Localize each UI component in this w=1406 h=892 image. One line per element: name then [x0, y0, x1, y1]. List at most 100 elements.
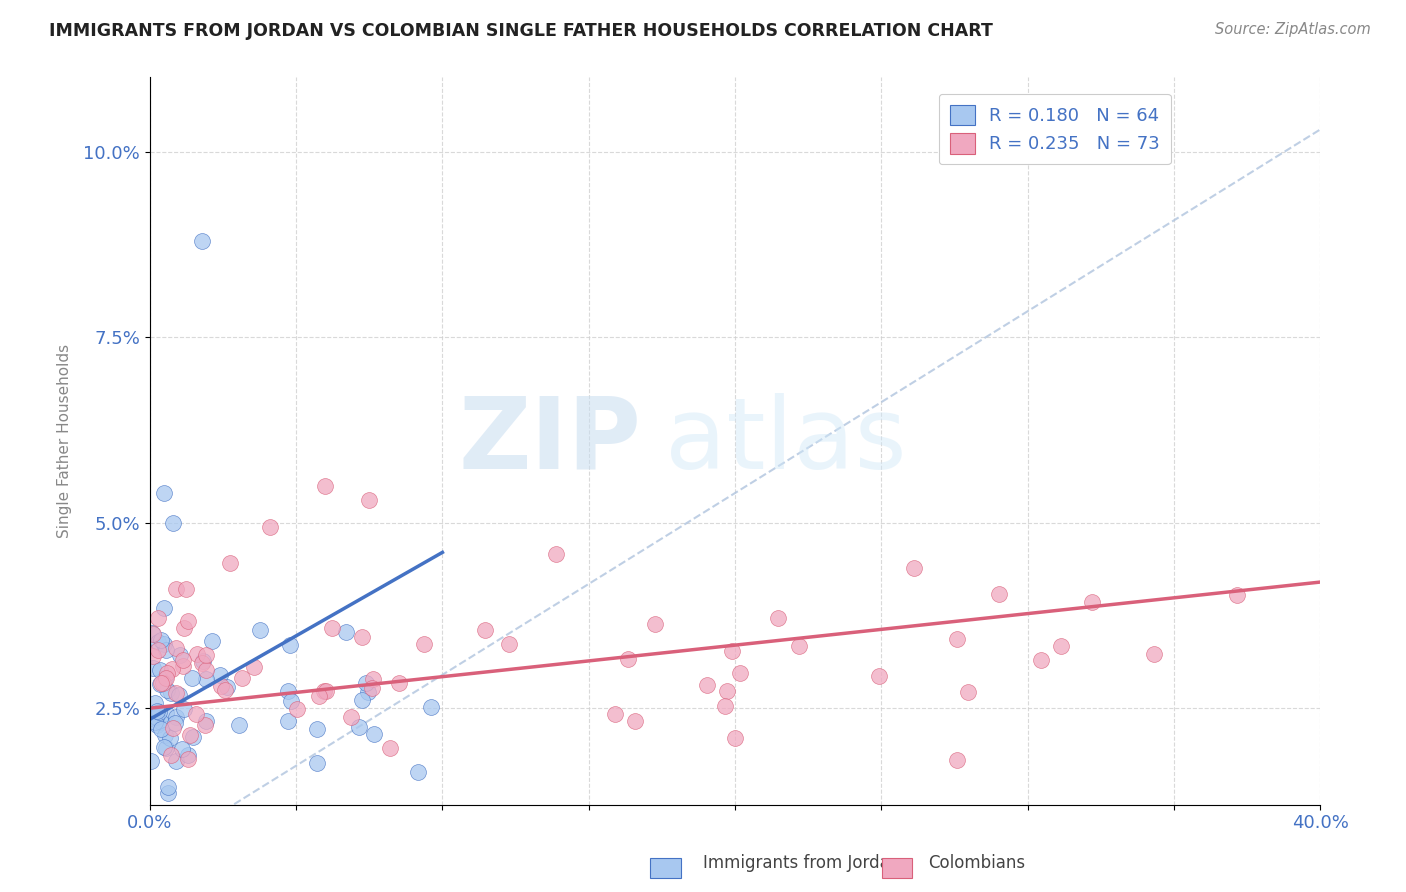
Point	[160, 663, 183, 677]
Point	[149, 677, 172, 691]
Point	[194, 672, 217, 686]
Point	[186, 648, 208, 662]
Point	[162, 721, 184, 735]
Point	[696, 678, 718, 692]
Point	[181, 730, 204, 744]
Point	[159, 747, 181, 762]
Point	[195, 648, 218, 663]
Point	[354, 676, 377, 690]
Point	[153, 727, 176, 741]
Text: Immigrants from Jordan: Immigrants from Jordan	[703, 855, 900, 872]
Point	[149, 723, 172, 737]
Point	[146, 718, 169, 732]
Point	[413, 638, 436, 652]
Point	[184, 707, 207, 722]
Point	[305, 722, 328, 736]
Point	[169, 648, 191, 662]
Point	[945, 753, 967, 767]
Point	[141, 754, 163, 768]
Point	[1143, 647, 1166, 661]
Point	[177, 747, 200, 762]
Point	[768, 611, 790, 625]
Point	[148, 705, 170, 719]
Point	[1049, 639, 1071, 653]
Point	[1080, 595, 1102, 609]
Point	[1226, 589, 1249, 603]
Point	[173, 621, 195, 635]
Point	[347, 720, 370, 734]
Point	[162, 516, 184, 530]
Point	[946, 632, 969, 646]
Point	[219, 556, 242, 570]
Point	[195, 714, 218, 728]
Point	[139, 711, 162, 725]
Point	[498, 637, 520, 651]
Text: IMMIGRANTS FROM JORDAN VS COLOMBIAN SINGLE FATHER HOUSEHOLDS CORRELATION CHART: IMMIGRANTS FROM JORDAN VS COLOMBIAN SING…	[49, 22, 993, 40]
Point	[153, 637, 176, 651]
Point	[728, 665, 751, 680]
Point	[149, 676, 172, 690]
Point	[157, 780, 180, 795]
Point	[616, 652, 638, 666]
Point	[357, 684, 380, 698]
Point	[141, 625, 163, 640]
Point	[142, 661, 165, 675]
Point	[191, 234, 214, 248]
Point	[406, 765, 429, 780]
Point	[214, 682, 236, 697]
Point	[174, 582, 197, 597]
Point	[195, 663, 218, 677]
Point	[544, 547, 567, 561]
Text: ZIP: ZIP	[458, 392, 641, 490]
Y-axis label: Single Father Households: Single Father Households	[58, 344, 72, 538]
Text: Colombians: Colombians	[928, 855, 1025, 872]
Point	[143, 714, 166, 729]
Point	[172, 742, 194, 756]
Point	[146, 704, 169, 718]
Point	[145, 710, 167, 724]
Point	[155, 643, 177, 657]
Point	[314, 478, 336, 492]
Point	[363, 726, 385, 740]
Point	[603, 706, 626, 721]
Point	[156, 682, 179, 697]
Point	[721, 644, 744, 658]
Point	[148, 611, 170, 625]
Point	[314, 683, 336, 698]
Point	[388, 676, 411, 690]
Point	[191, 657, 214, 671]
Point	[152, 675, 174, 690]
Point	[194, 718, 217, 732]
Point	[259, 520, 281, 534]
Point	[142, 649, 165, 664]
Point	[231, 671, 253, 685]
Point	[277, 714, 299, 728]
Point	[307, 756, 329, 771]
Point	[208, 668, 231, 682]
Point	[193, 654, 215, 668]
Point	[956, 685, 979, 699]
Text: atlas: atlas	[665, 392, 907, 490]
Point	[787, 639, 810, 653]
Point	[181, 671, 204, 685]
Point	[177, 615, 200, 629]
Point	[360, 681, 382, 695]
Point	[644, 616, 666, 631]
Point	[352, 693, 374, 707]
Point	[215, 680, 238, 694]
Point	[724, 731, 747, 745]
Legend: R = 0.180   N = 64, R = 0.235   N = 73: R = 0.180 N = 64, R = 0.235 N = 73	[939, 94, 1171, 164]
Point	[903, 561, 925, 575]
Point	[335, 624, 357, 639]
Point	[285, 702, 308, 716]
Point	[361, 672, 384, 686]
Text: Source: ZipAtlas.com: Source: ZipAtlas.com	[1215, 22, 1371, 37]
Point	[350, 630, 373, 644]
Point	[716, 684, 738, 698]
Point	[277, 683, 299, 698]
Point	[165, 755, 187, 769]
Point	[159, 731, 181, 746]
Point	[201, 634, 224, 648]
Point	[148, 642, 170, 657]
Point	[419, 700, 441, 714]
